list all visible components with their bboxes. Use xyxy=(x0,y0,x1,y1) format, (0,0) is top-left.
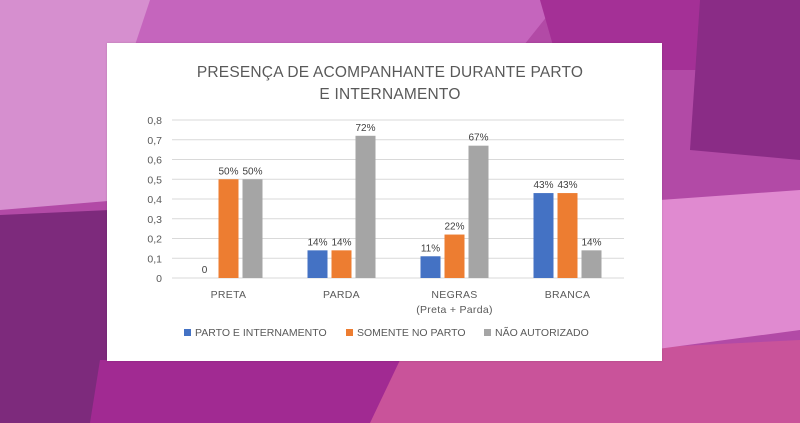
chart-title-line-1: PRESENÇA DE ACOMPANHANTE DURANTE PARTO xyxy=(197,64,583,81)
data-label-nao-autorizado-parda: 72% xyxy=(355,123,375,134)
category-sublabel: (Preta + Parda) xyxy=(416,304,493,316)
background-dark-shape-left xyxy=(0,210,110,423)
gridlines xyxy=(172,119,624,279)
y-tick-label: 0,4 xyxy=(147,194,162,206)
legend-label-parto-e-internamento: PARTO E INTERNAMENTO xyxy=(195,327,327,339)
y-tick-label: 0 xyxy=(156,273,162,285)
data-label-somente-no-parto-negras: 22% xyxy=(444,222,464,233)
legend-swatch-nao-autorizado xyxy=(484,329,491,336)
y-axis-ticks: 0 0,1 0,2 0,3 0,4 0,5 0,6 0,7 0,8 xyxy=(147,115,162,285)
bar-nao-autorizado-branca xyxy=(581,250,602,278)
bar-somente-no-parto-negras xyxy=(444,234,465,278)
legend-swatch-parto-e-internamento xyxy=(184,329,191,336)
data-label-parto-e-internamento-branca: 43% xyxy=(533,180,553,191)
legend-label-somente-no-parto: SOMENTE NO PARTO xyxy=(357,327,466,339)
y-tick-label: 0,2 xyxy=(147,234,162,246)
bar-parto-e-internamento-parda xyxy=(307,250,328,278)
chart-card: PRESENÇA DE ACOMPANHANTE DURANTE PARTO E… xyxy=(107,43,662,361)
x-axis-categories: PRETA PARDA NEGRAS (Preta + Parda) BRANCA xyxy=(211,289,591,316)
category-label: NEGRAS xyxy=(431,289,477,301)
bar-nao-autorizado-parda xyxy=(355,135,376,278)
data-label-somente-no-parto-parda: 14% xyxy=(331,237,351,248)
data-labels: 0 50% 50% 14% 14% 72% 11% 22% 67% 43% 43% 14% xyxy=(202,123,602,276)
data-label-parto-e-internamento-negras: 11% xyxy=(421,243,440,254)
bar-somente-no-parto-parda xyxy=(331,250,352,278)
background-shape-bottom xyxy=(90,360,420,423)
category-label: PARDA xyxy=(323,289,360,301)
bar-nao-autorizado-preta xyxy=(242,179,263,278)
bar-chart: PRESENÇA DE ACOMPANHANTE DURANTE PARTO E… xyxy=(147,64,624,339)
data-label-somente-no-parto-branca: 43% xyxy=(557,180,577,191)
y-tick-label: 0,8 xyxy=(147,115,162,127)
y-tick-label: 0,3 xyxy=(147,214,162,226)
bars xyxy=(218,135,602,278)
data-label-nao-autorizado-preta: 50% xyxy=(242,166,262,177)
legend: PARTO E INTERNAMENTO SOMENTE NO PARTO NÃ… xyxy=(184,326,589,339)
category-label: PRETA xyxy=(211,289,247,301)
chart-title-line-2: E INTERNAMENTO xyxy=(319,86,460,103)
y-tick-label: 0,6 xyxy=(147,155,162,167)
data-label-somente-no-parto-preta: 50% xyxy=(218,166,238,177)
category-label: BRANCA xyxy=(545,289,591,301)
y-tick-label: 0,7 xyxy=(147,135,162,147)
y-tick-label: 0,1 xyxy=(147,253,162,265)
bar-somente-no-parto-branca xyxy=(557,193,578,278)
legend-swatch-somente-no-parto xyxy=(346,329,353,336)
bar-somente-no-parto-preta xyxy=(218,179,239,278)
background-dark-shape-right xyxy=(690,0,800,160)
data-label-nao-autorizado-branca: 14% xyxy=(581,237,601,248)
bar-parto-e-internamento-negras xyxy=(420,256,441,278)
data-label-nao-autorizado-negras: 67% xyxy=(468,133,488,144)
bar-nao-autorizado-negras xyxy=(468,145,489,278)
y-tick-label: 0,5 xyxy=(147,174,162,186)
data-label-parto-e-internamento-preta: 0 xyxy=(202,265,208,276)
background-light-shape-right xyxy=(650,190,800,350)
bar-parto-e-internamento-branca xyxy=(533,193,554,278)
legend-label-nao-autorizado: NÃO AUTORIZADO xyxy=(495,326,589,339)
data-label-parto-e-internamento-parda: 14% xyxy=(307,237,327,248)
